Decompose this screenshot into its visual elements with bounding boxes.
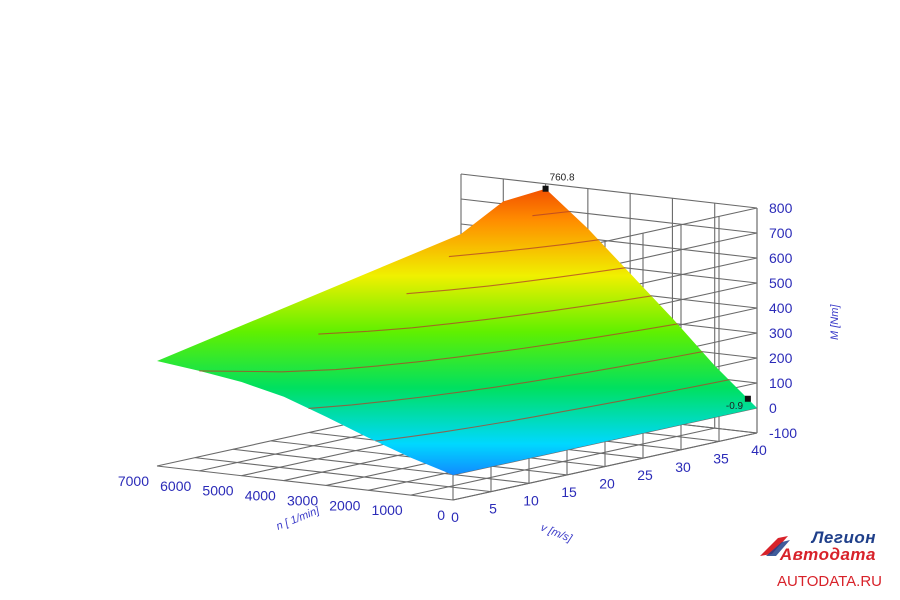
grid-floor-v: [232, 448, 530, 484]
logo-line2: Автодата: [779, 545, 876, 564]
swoosh-icon: [760, 536, 790, 556]
y-tick-label: 10: [523, 492, 539, 508]
grid-floor-v: [194, 457, 492, 493]
y-tick-label: 0: [451, 509, 459, 525]
tick-layer: 0100020003000400050006000700005101520253…: [118, 200, 797, 525]
x-tick-label: 2000: [329, 497, 360, 513]
y-tick-label: 20: [599, 476, 615, 492]
contour-line: [448, 239, 599, 258]
marker-label: 760.8: [550, 173, 575, 184]
marker-point: [744, 395, 751, 402]
grid-wall-z-right: [452, 432, 758, 501]
marker-layer: 760.8 -0.9: [542, 173, 751, 412]
y-tick-label: 5: [489, 501, 497, 517]
contour-line: [532, 210, 570, 217]
contour-line: [318, 295, 652, 335]
x-tick-label: 3000: [287, 492, 318, 508]
x-axis-label: n [ 1/min]: [275, 504, 322, 532]
y-tick-label: 15: [561, 484, 577, 500]
y-tick-label: 35: [713, 450, 729, 466]
grid-floor-v: [156, 465, 454, 501]
contour-line: [406, 267, 625, 295]
z-axis-label: M [Nm]: [829, 304, 841, 340]
z-tick-label: 700: [769, 225, 793, 241]
y-tick-label: 25: [637, 467, 653, 483]
x-tick-label: 0: [437, 507, 445, 523]
x-tick-label: 6000: [160, 478, 191, 494]
z-tick-label: 800: [769, 200, 793, 216]
z-tick-label: 400: [769, 300, 793, 316]
marker-label: -0.9: [726, 401, 744, 412]
logo-line1: Легион: [811, 528, 876, 547]
surface-layer: [157, 188, 757, 475]
z-tick-label: 600: [769, 250, 793, 266]
contour-line: [199, 323, 678, 373]
z-tick-label: 200: [769, 350, 793, 366]
z-tick-label: 0: [769, 400, 777, 416]
contour-line: [375, 379, 729, 442]
logo-url[interactable]: AUTODATA.RU: [776, 573, 882, 590]
contour-layer: [199, 210, 729, 442]
x-tick-label: 1000: [372, 502, 403, 518]
x-tick-label: 4000: [245, 488, 276, 504]
grid-wall-z-back: [460, 173, 758, 209]
z-tick-label: 100: [769, 375, 793, 391]
z-tick-label: 300: [769, 325, 793, 341]
z-tick-label: -100: [769, 425, 797, 441]
x-tick-label: 7000: [118, 473, 149, 489]
y-tick-label: 30: [675, 459, 691, 475]
y-tick-label: 40: [751, 442, 767, 458]
z-tick-label: 500: [769, 275, 793, 291]
brand-logo: Легион Автодата AUTODATA.RU: [756, 528, 886, 590]
marker-point: [542, 185, 549, 192]
x-tick-label: 5000: [202, 483, 233, 499]
y-axis-label: v [m/s]: [539, 522, 574, 546]
torque-surface: [157, 188, 757, 475]
contour-line: [308, 351, 703, 409]
